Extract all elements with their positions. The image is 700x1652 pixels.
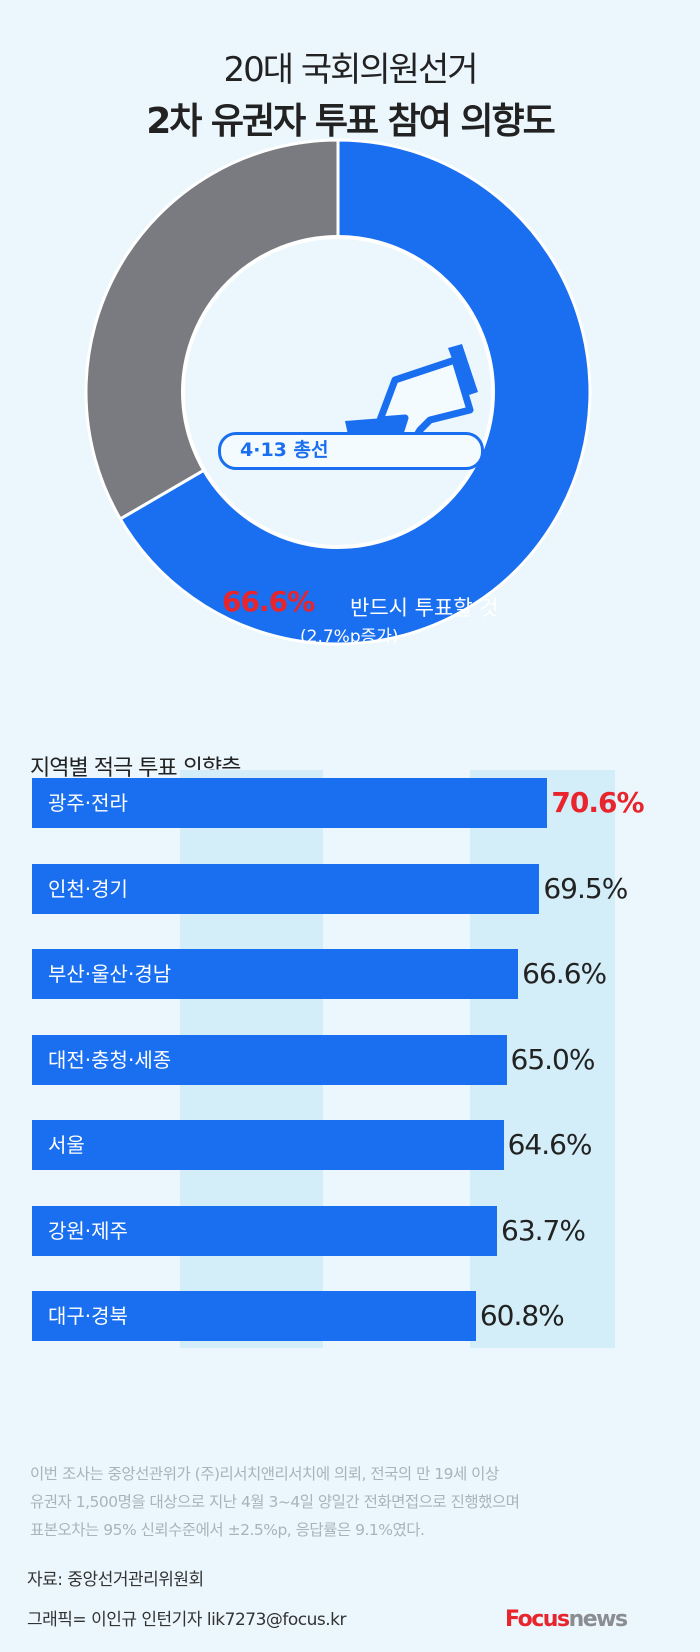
source: 자료: 중앙선거관리위원회 bbox=[27, 1570, 204, 1590]
credit: 그래픽= 이인규 인턴기자 lik7273@focus.kr bbox=[27, 1610, 347, 1630]
donut-value: 66.6% bbox=[222, 585, 315, 618]
bar-label: 광주·전라 bbox=[48, 791, 128, 815]
bar-value: 64.6% bbox=[507, 1128, 593, 1161]
bar-value: 69.5% bbox=[543, 871, 628, 905]
bar-label: 부산·울산·경남 bbox=[48, 962, 172, 986]
title-line1: 20대 국회의원선거 bbox=[223, 50, 478, 90]
bar bbox=[32, 949, 519, 999]
bar bbox=[32, 863, 540, 914]
survey-note: 이번 조사는 중앙선관위가 (주)리서치앤리서치에 의뢰, 전국의 만 19세 … bbox=[30, 1460, 520, 1544]
donut-chart bbox=[84, 138, 592, 646]
donut-change: (2.7%p증가) bbox=[300, 627, 399, 647]
bar bbox=[32, 1120, 504, 1170]
bar-value: 66.6% bbox=[522, 957, 607, 990]
bar-value: 65.0% bbox=[510, 1042, 596, 1076]
note-line: 표본오차는 95% 신뢰수준에서 ±2.5%p, 응답률은 9.1%였다. bbox=[30, 1521, 425, 1539]
bar bbox=[32, 1291, 476, 1341]
bar-value: 63.7% bbox=[501, 1213, 586, 1247]
bar-value: 70.6% bbox=[551, 786, 644, 819]
focusnews-logo: Focusnews bbox=[505, 1607, 628, 1632]
center-label: 4·13 총선 bbox=[240, 439, 329, 461]
bar bbox=[32, 1205, 497, 1256]
bar-label: 대전·충청·세종 bbox=[48, 1047, 172, 1072]
note-line: 이번 조사는 중앙선관위가 (주)리서치앤리서치에 의뢰, 전국의 만 19세 … bbox=[30, 1465, 499, 1483]
title-line2: 2차 유권자 투표 참여 의향도 bbox=[146, 101, 556, 142]
bar-label: 대구·경북 bbox=[48, 1304, 128, 1328]
note-line: 유권자 1,500명을 대상으로 지난 4월 3~4일 양일간 전화면접으로 진… bbox=[30, 1493, 520, 1511]
bar-label: 인천·경기 bbox=[48, 876, 128, 901]
bar-label: 서울 bbox=[48, 1133, 85, 1157]
bar-label: 강원·제주 bbox=[48, 1218, 128, 1243]
donut-label: 반드시 투표할 것 bbox=[350, 596, 499, 620]
bar-value: 60.8% bbox=[479, 1299, 565, 1332]
election-pill bbox=[218, 432, 484, 470]
bar bbox=[32, 778, 548, 828]
bar bbox=[32, 1034, 507, 1085]
